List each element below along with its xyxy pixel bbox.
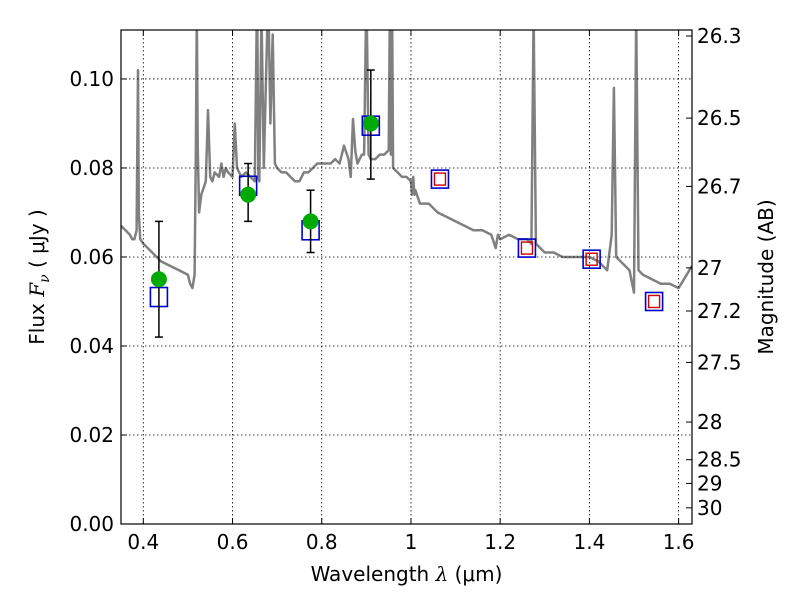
mag-tick-label: 28.5 [697, 448, 742, 472]
plot-frame [120, 29, 693, 525]
mag-tick-label: 26.5 [697, 106, 742, 130]
model-flux-box-inner [520, 241, 534, 255]
observed-flux-point [362, 115, 379, 132]
y2-axis-label: Magnitude (AB) [754, 199, 778, 354]
y-tick-label: 0.04 [69, 334, 114, 358]
model-flux-box-inner [585, 252, 598, 266]
mag-tick-label: 26.7 [697, 174, 742, 198]
y-axis-label: Flux Fν ( μJy ) [25, 209, 53, 344]
model-flux-box-outer [644, 291, 664, 312]
model-flux-box-inner [433, 172, 447, 186]
x-tick-label: 1 [405, 530, 418, 554]
model-flux-box-outer [582, 249, 601, 269]
y-tick-label: 0.02 [69, 423, 114, 447]
observed-flux-point [302, 213, 319, 230]
y-tick-label: 0.06 [69, 245, 114, 269]
x-tick-label: 1.6 [663, 530, 695, 554]
model-flux-box-outer [430, 169, 450, 189]
model-flux-box-inner [647, 294, 661, 309]
x-tick-label: 0.6 [217, 530, 249, 554]
observed-flux-point [240, 186, 257, 203]
x-tick-label: 1.4 [573, 530, 605, 554]
template-spectrum-line [121, 30, 692, 294]
mag-tick-label: 29 [697, 471, 722, 495]
mag-tick-label: 28 [697, 410, 722, 434]
x-tick-label: 1.2 [484, 530, 516, 554]
mag-tick-label: 26.3 [697, 24, 742, 48]
mag-tick-label: 27.5 [697, 350, 742, 374]
x-tick-label: 0.4 [127, 530, 159, 554]
x-axis-label: Wavelength λ (μm) [311, 562, 503, 586]
y-tick-label: 0.10 [69, 67, 114, 91]
mag-tick-label: 27.2 [697, 299, 742, 323]
y-tick-label: 0.00 [69, 512, 114, 536]
model-flux-box-outer [517, 238, 537, 258]
y-tick-label: 0.08 [69, 156, 114, 180]
mag-tick-label: 30 [697, 496, 722, 520]
x-tick-label: 0.8 [306, 530, 338, 554]
mag-tick-label: 27 [697, 256, 722, 280]
observed-flux-point [150, 271, 167, 288]
